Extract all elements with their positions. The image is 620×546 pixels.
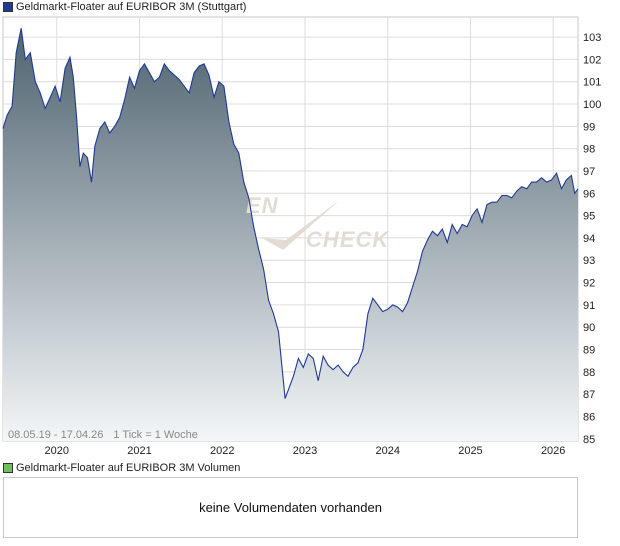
y-tick-label: 101 — [583, 77, 601, 89]
x-tick-label: 2023 — [293, 445, 317, 457]
price-legend-swatch — [3, 2, 13, 12]
y-tick-label: 87 — [583, 389, 595, 401]
volume-legend: Geldmarkt-Floater auf EURIBOR 3M Volumen — [3, 461, 240, 475]
date-range-footnote: 08.05.19 - 17.04.26 1 Tick = 1 Woche — [8, 429, 198, 441]
x-tick-label: 2024 — [375, 445, 399, 457]
price-line — [2, 28, 579, 399]
volume-legend-swatch — [3, 463, 13, 473]
volume-panel: keine Volumendaten vorhanden — [3, 477, 578, 538]
price-area — [3, 28, 578, 441]
y-tick-label: 90 — [583, 322, 595, 334]
watermark: EN CHECK — [246, 193, 390, 252]
y-tick-label: 94 — [583, 233, 595, 245]
y-tick-label: 99 — [583, 121, 595, 133]
y-axis-ticks: 85 86 87 88 89 90 91 92 93 94 95 96 97 98 99 100 101 102 1… — [583, 32, 601, 446]
x-axis-ticks: 2020 2021 2022 2023 2024 2025 2026 — [45, 445, 566, 457]
volume-legend-label: Geldmarkt-Floater auf EURIBOR 3M Volumen — [16, 462, 241, 474]
y-tick-label: 93 — [583, 255, 595, 267]
y-tick-label: 95 — [583, 211, 595, 223]
date-range-text: 08.05.19 - 17.04.26 — [8, 429, 103, 441]
y-tick-label: 86 — [583, 411, 595, 423]
y-tick-label: 103 — [583, 32, 601, 44]
y-tick-label: 96 — [583, 188, 595, 200]
y-tick-label: 88 — [583, 367, 595, 379]
x-tick-label: 2020 — [45, 445, 69, 457]
y-tick-label: 100 — [583, 99, 601, 111]
y-tick-label: 85 — [583, 434, 595, 446]
tick-info-text: 1 Tick = 1 Woche — [113, 429, 197, 441]
y-tick-label: 91 — [583, 300, 595, 312]
y-tick-label: 97 — [583, 166, 595, 178]
x-tick-label: 2026 — [541, 445, 565, 457]
y-tick-label: 98 — [583, 144, 595, 156]
y-tick-label: 92 — [583, 278, 595, 290]
watermark-right-text: CHECK — [306, 227, 390, 252]
watermark-left-text: EN — [246, 193, 279, 218]
x-tick-label: 2021 — [127, 445, 151, 457]
x-tick-label: 2022 — [210, 445, 234, 457]
volume-empty-message: keine Volumendaten vorhanden — [199, 500, 382, 515]
price-legend-label: Geldmarkt-Floater auf EURIBOR 3M (Stuttg… — [16, 1, 247, 13]
y-tick-label: 102 — [583, 54, 601, 66]
price-chart: EN CHECK 85 86 87 88 89 90 91 92 93 94 95 96 97 98 99 1… — [2, 16, 601, 457]
x-tick-label: 2025 — [458, 445, 482, 457]
y-tick-label: 89 — [583, 345, 595, 357]
price-legend: Geldmarkt-Floater auf EURIBOR 3M (Stuttg… — [3, 0, 246, 14]
